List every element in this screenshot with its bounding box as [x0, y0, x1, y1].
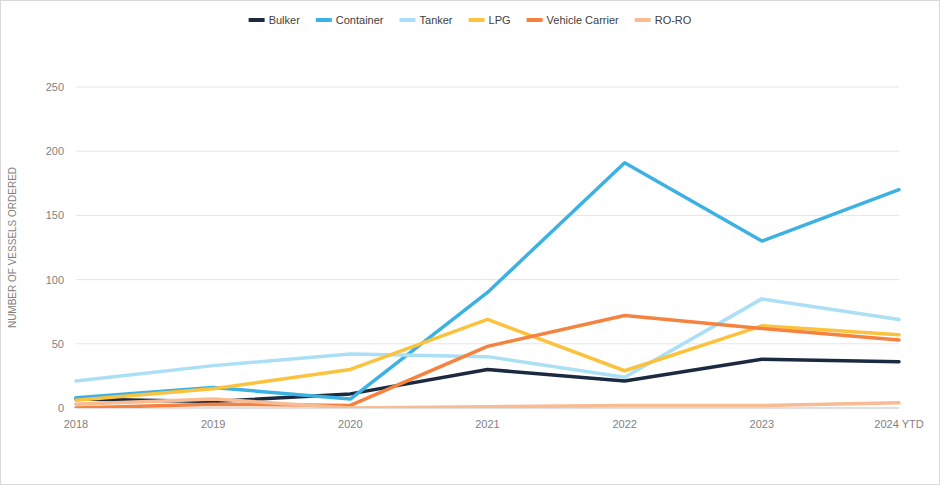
grid-line [76, 87, 899, 88]
legend-item: Container [316, 14, 384, 26]
legend-label: RO-RO [655, 14, 692, 26]
legend-item: LPG [469, 14, 511, 26]
legend-item: Vehicle Carrier [527, 14, 619, 26]
x-tick-label: 2021 [475, 418, 499, 430]
series-line [76, 316, 899, 408]
legend-item: Tanker [400, 14, 453, 26]
legend-swatch [316, 18, 332, 22]
legend-label: Container [336, 14, 384, 26]
y-tick-label: 100 [46, 274, 64, 286]
y-tick-label: 200 [46, 145, 64, 157]
x-tick-label: 2019 [201, 418, 225, 430]
y-tick-label: 250 [46, 81, 64, 93]
x-tick-label: 2018 [64, 418, 88, 430]
legend-swatch [527, 18, 543, 22]
grid-line [76, 151, 899, 152]
y-tick-label: 150 [46, 209, 64, 221]
y-axis-label: NUMBER OF VESSELS ORDERED [7, 167, 18, 328]
x-tick-label: 2024 YTD [874, 418, 923, 430]
series-line [76, 399, 899, 408]
legend-swatch [400, 18, 416, 22]
plot-area [76, 163, 899, 408]
x-tick-label: 2022 [612, 418, 636, 430]
legend-item: Bulker [249, 14, 301, 26]
legend-swatch [635, 18, 651, 22]
y-tick-label: 0 [58, 402, 64, 414]
x-tick-label: 2020 [338, 418, 362, 430]
legend-item: RO-RO [635, 14, 692, 26]
grid-line [76, 343, 899, 344]
legend-swatch [249, 18, 265, 22]
chart: 0 50 100 150 200 250 2018 2019 2020 2021 2022 2023 2… [0, 0, 940, 485]
legend-label: Vehicle Carrier [547, 14, 619, 26]
legend-label: Bulker [269, 14, 301, 26]
y-tick-label: 50 [52, 338, 64, 350]
series-line [76, 163, 899, 399]
x-tick-label: 2023 [750, 418, 774, 430]
legend-swatch [469, 18, 485, 22]
legend: Bulker Container Tanker LPG Vehicle Carrier R… [249, 14, 692, 26]
series-line [76, 319, 899, 400]
frame [1, 1, 940, 485]
grid-line [76, 279, 899, 280]
series-line [76, 299, 899, 381]
legend-label: Tanker [420, 14, 453, 26]
legend-label: LPG [489, 14, 511, 26]
grid-line [76, 215, 899, 216]
